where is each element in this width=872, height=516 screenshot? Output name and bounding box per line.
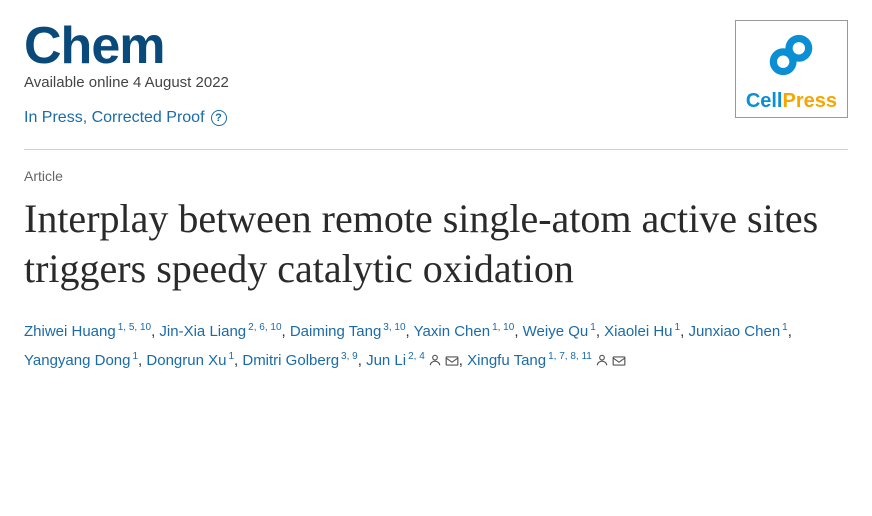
affiliation-ref[interactable]: 1, 5, 10 <box>118 322 151 333</box>
cellpress-logo-icon <box>763 27 819 83</box>
author-link[interactable]: Xingfu Tang <box>467 352 546 369</box>
author-link[interactable]: Jun Li <box>366 352 406 369</box>
author-separator: , <box>282 323 290 340</box>
affiliation-ref[interactable]: 3, 10 <box>383 322 405 333</box>
publisher-logo[interactable]: CellPress <box>735 20 848 118</box>
article-title: Interplay between remote single-atom act… <box>24 194 848 294</box>
affiliation-ref[interactable]: 2, 6, 10 <box>248 322 281 333</box>
author-separator: , <box>514 323 522 340</box>
author-separator: , <box>406 323 414 340</box>
author-separator: , <box>788 323 792 340</box>
affiliation-ref[interactable]: 2, 4 <box>408 351 425 362</box>
affiliation-ref[interactable]: 3, 9 <box>341 351 358 362</box>
publisher-name: CellPress <box>746 90 837 113</box>
author-separator: , <box>596 323 604 340</box>
author-link[interactable]: Dmitri Golberg <box>242 352 339 369</box>
mail-icon[interactable] <box>445 349 459 378</box>
author-link[interactable]: Dongrun Xu <box>146 352 226 369</box>
availability-text: Available online 4 August 2022 <box>24 74 735 91</box>
affiliation-ref[interactable]: 1, 7, 8, 11 <box>548 351 592 362</box>
author-link[interactable]: Junxiao Chen <box>688 323 780 340</box>
author-link[interactable]: Xiaolei Hu <box>604 323 672 340</box>
author-list: Zhiwei Huang1, 5, 10, Jin-Xia Liang2, 6,… <box>24 318 848 377</box>
mail-icon[interactable] <box>612 349 626 378</box>
author-link[interactable]: Yangyang Dong <box>24 352 130 369</box>
header-divider <box>24 149 848 150</box>
help-icon[interactable]: ? <box>211 110 227 126</box>
author-separator: , <box>358 352 366 369</box>
press-status-text[interactable]: In Press, Corrected Proof <box>24 109 205 127</box>
article-header: Chem Available online 4 August 2022 In P… <box>24 20 848 127</box>
affiliation-ref[interactable]: 1, 10 <box>492 322 514 333</box>
press-status: In Press, Corrected Proof ? <box>24 109 735 127</box>
author-link[interactable]: Daiming Tang <box>290 323 381 340</box>
journal-name[interactable]: Chem <box>24 20 735 72</box>
article-type-label: Article <box>24 168 848 184</box>
author-link[interactable]: Jin-Xia Liang <box>159 323 246 340</box>
person-icon[interactable] <box>428 349 442 378</box>
author-link[interactable]: Zhiwei Huang <box>24 323 116 340</box>
author-link[interactable]: Yaxin Chen <box>414 323 490 340</box>
author-link[interactable]: Weiye Qu <box>523 323 589 340</box>
author-separator: , <box>459 352 467 369</box>
person-icon[interactable] <box>595 349 609 378</box>
header-left: Chem Available online 4 August 2022 In P… <box>24 20 735 127</box>
